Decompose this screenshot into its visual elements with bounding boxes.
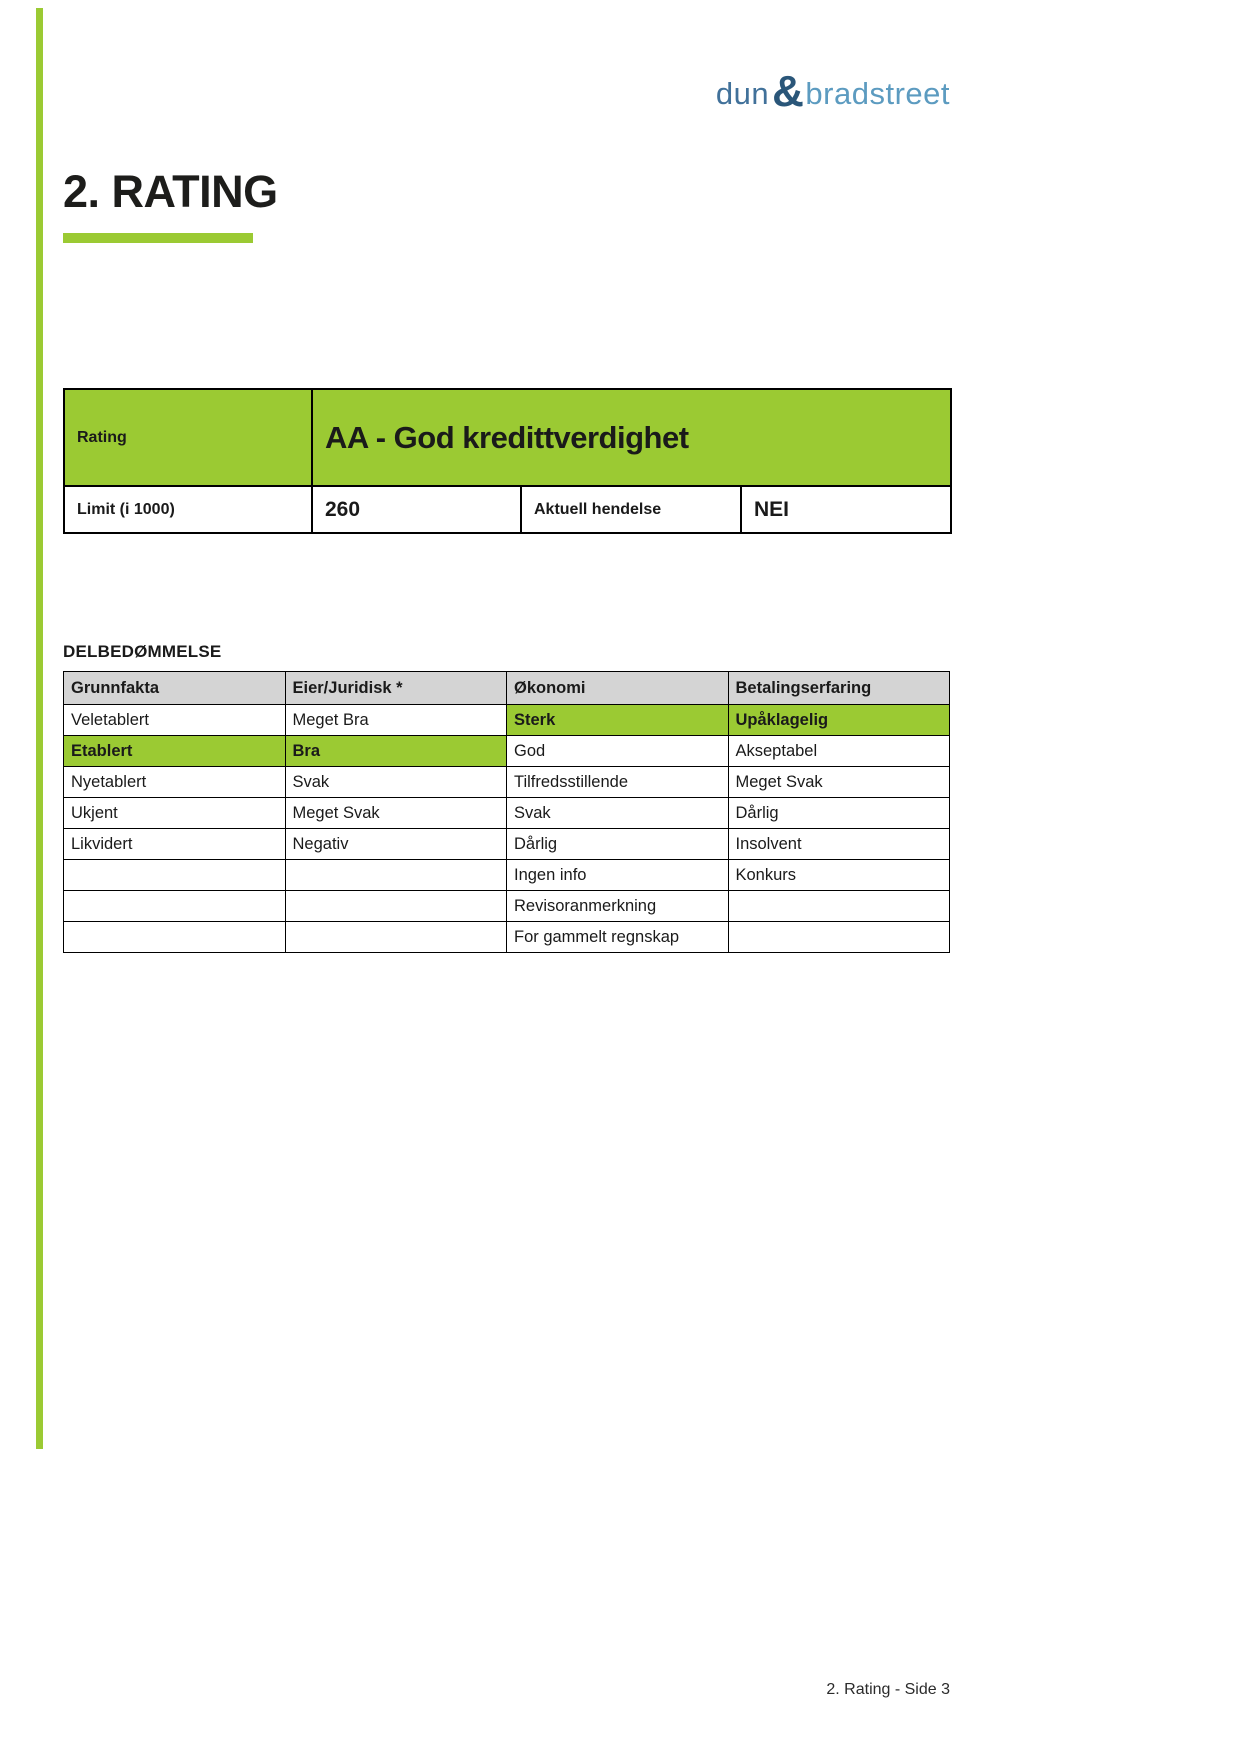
event-value-cell: NEI [739, 485, 953, 534]
table-row: Nyetablert Svak Tilfredsstillende Meget Sva… [63, 766, 950, 798]
table-cell: God [506, 735, 729, 767]
table-cell: Likvidert [63, 828, 286, 860]
assessment-body: Veletablert Meget Bra Sterk Upåklagelig Etab… [63, 704, 950, 953]
column-header: Eier/Juridisk * [284, 671, 507, 705]
rating-header-row: Rating AA - God kredittverdighet [63, 388, 953, 487]
table-row: Revisoranmerkning [63, 890, 950, 922]
limit-label-cell: Limit (i 1000) [63, 485, 313, 534]
table-cell: Meget Svak [284, 797, 507, 829]
logo-dun-text: dun [715, 76, 770, 111]
left-accent-bar [36, 8, 43, 1449]
logo-bradstreet-text: bradstreet [805, 76, 950, 111]
table-cell: Revisoranmerkning [506, 890, 729, 922]
table-cell: Insolvent [727, 828, 950, 860]
event-label-cell: Aktuell hendelse [520, 485, 742, 534]
table-cell: Bra [284, 735, 507, 767]
footer-page-label: 2. Rating - Side 3 [826, 1681, 950, 1698]
table-cell [63, 921, 286, 953]
table-row: For gammelt regnskap [63, 921, 950, 953]
table-cell: Ingen info [506, 859, 729, 891]
table-cell: Sterk [506, 704, 729, 736]
table-cell: Meget Bra [284, 704, 507, 736]
table-row: Likvidert Negativ Dårlig Insolvent [63, 828, 950, 860]
table-row: Veletablert Meget Bra Sterk Upåklagelig [63, 704, 950, 736]
table-cell: Konkurs [727, 859, 950, 891]
table-cell [727, 890, 950, 922]
rating-detail-row: Limit (i 1000) 260 Aktuell hendelse NEI [63, 485, 953, 534]
table-row: Ukjent Meget Svak Svak Dårlig [63, 797, 950, 829]
table-row: Ingen info Konkurs [63, 859, 950, 891]
table-row: Etablert Bra God Akseptabel [63, 735, 950, 767]
table-cell: Etablert [63, 735, 286, 767]
table-cell [284, 859, 507, 891]
table-cell: Dårlig [506, 828, 729, 860]
table-cell: Veletablert [63, 704, 286, 736]
dun-bradstreet-logo: dun & bradstreet [716, 70, 950, 118]
column-header: Betalingserfaring [727, 671, 950, 705]
table-cell [63, 859, 286, 891]
assessment-header-row: Grunnfakta Eier/Juridisk * Økonomi Betaling… [63, 671, 950, 705]
logo-ampersand-icon: & [772, 67, 805, 116]
table-cell: Akseptabel [727, 735, 950, 767]
table-cell: Upåklagelig [727, 704, 950, 736]
rating-value-cell: AA - God kredittverdighet [310, 388, 953, 487]
table-cell [727, 921, 950, 953]
table-cell: Meget Svak [727, 766, 950, 798]
table-cell: For gammelt regnskap [506, 921, 729, 953]
table-cell: Tilfredsstillende [506, 766, 729, 798]
table-cell [63, 890, 286, 922]
table-cell: Svak [284, 766, 507, 798]
page-title: 2. RATING [63, 166, 278, 217]
assessment-section-heading: DELBEDØMMELSE [63, 642, 222, 661]
table-cell: Negativ [284, 828, 507, 860]
column-header: Økonomi [506, 671, 729, 705]
rating-table: Rating AA - God kredittverdighet Limit (… [63, 388, 953, 534]
limit-value-cell: 260 [311, 485, 522, 534]
table-cell: Svak [506, 797, 729, 829]
column-header: Grunnfakta [63, 671, 286, 705]
table-cell [284, 921, 507, 953]
rating-label-cell: Rating [63, 388, 313, 487]
table-cell: Nyetablert [63, 766, 286, 798]
table-cell: Dårlig [727, 797, 950, 829]
table-cell: Ukjent [63, 797, 286, 829]
assessment-table: Grunnfakta Eier/Juridisk * Økonomi Betaling… [63, 671, 950, 953]
title-accent-bar [63, 233, 253, 243]
table-cell [284, 890, 507, 922]
